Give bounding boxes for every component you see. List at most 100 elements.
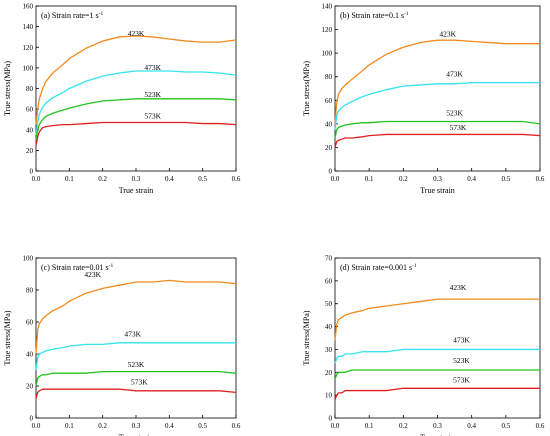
- x-tick-label: 0.3: [132, 175, 141, 183]
- x-tick-label: 0.2: [399, 422, 408, 430]
- y-tick-label: 80: [26, 287, 34, 295]
- chart-panel-2: 0.0 0.1 0.2 0.3 0.4 0.5 0.6 0 20 40 60 80 100 True st…: [3, 255, 241, 436]
- y-tick-label: 120: [322, 26, 333, 34]
- x-axis-label: True strain: [119, 433, 154, 436]
- series-label-523K: 523K: [128, 360, 145, 369]
- series-line-473K: [334, 348, 540, 364]
- series-label-473K: 473K: [453, 336, 470, 345]
- chart-title: (a) Strain rate=1 s-1: [41, 11, 103, 20]
- series-line-573K: [35, 388, 237, 399]
- x-tick-label: 0.6: [232, 175, 241, 183]
- y-tick-label: 60: [26, 319, 34, 327]
- series-label-423K: 423K: [84, 270, 101, 279]
- x-tick-label: 0.6: [536, 422, 545, 430]
- plot-frame: [334, 257, 541, 419]
- series-line-573K: [35, 121, 237, 146]
- series-line-523K: [35, 370, 237, 387]
- x-tick-label: 0.0: [32, 422, 41, 430]
- series-label-573K: 573K: [131, 377, 148, 386]
- x-tick-label: 0.6: [536, 175, 545, 183]
- y-tick-label: 60: [325, 97, 333, 105]
- x-tick-label: 0.5: [501, 422, 510, 430]
- y-tick-label: 160: [23, 3, 34, 11]
- x-axis-label: True strain: [420, 186, 455, 195]
- y-tick-label: 120: [23, 44, 34, 52]
- x-tick-label: 0.5: [198, 422, 207, 430]
- series-label-573K: 573K: [450, 123, 467, 132]
- y-tick-label: 40: [325, 323, 333, 331]
- y-tick-label: 0: [329, 415, 333, 423]
- x-tick-label: 0.1: [365, 422, 374, 430]
- y-tick-label: 0: [329, 168, 333, 176]
- chart-title: (c) Strain rate=0.01 s-1: [41, 263, 113, 272]
- series-label-473K: 473K: [446, 70, 463, 79]
- y-tick-label: 30: [325, 346, 333, 354]
- y-tick-label: 40: [26, 126, 34, 134]
- x-tick-label: 0.2: [98, 422, 107, 430]
- x-tick-label: 0.3: [132, 422, 141, 430]
- y-axis-label: True stress(MPa): [302, 61, 311, 116]
- y-axis-label: True stress(MPa): [3, 310, 12, 365]
- y-tick-label: 100: [23, 64, 34, 72]
- y-tick-label: 20: [26, 147, 34, 155]
- series-line-423K: [35, 279, 237, 355]
- series-label-573K: 573K: [144, 111, 161, 120]
- x-tick-label: 0.4: [467, 175, 476, 183]
- chart-title: (b) Strain rate=0.1 s-1: [340, 11, 409, 20]
- chart-panel-1: 0.0 0.1 0.2 0.3 0.4 0.5 0.6 0 20 40 60 80 100 120 140 T…: [302, 3, 545, 196]
- y-tick-label: 40: [26, 351, 34, 359]
- x-tick-label: 0.4: [165, 175, 174, 183]
- x-tick-label: 0.5: [501, 175, 510, 183]
- series-label-423K: 423K: [439, 30, 456, 39]
- x-tick-label: 0.1: [65, 175, 74, 183]
- x-tick-label: 0.0: [331, 175, 340, 183]
- series-label-423K: 423K: [450, 283, 467, 292]
- y-tick-label: 140: [322, 3, 333, 11]
- y-tick-label: 10: [325, 392, 333, 400]
- y-tick-label: 60: [325, 277, 333, 285]
- y-tick-label: 0: [30, 168, 34, 176]
- x-tick-label: 0.5: [198, 175, 207, 183]
- y-tick-label: 100: [322, 50, 333, 58]
- series-line-423K: [334, 39, 540, 124]
- chart-panel-3: 0.0 0.1 0.2 0.3 0.4 0.5 0.6 0 10 20 30 40 50 60 70 True…: [302, 255, 545, 436]
- x-tick-label: 0.1: [365, 175, 374, 183]
- series-line-523K: [35, 98, 237, 141]
- series-line-423K: [35, 35, 237, 125]
- series-line-473K: [334, 81, 540, 130]
- series-line-473K: [35, 70, 237, 135]
- y-axis-label: True stress(MPa): [3, 61, 12, 116]
- y-tick-label: 80: [26, 85, 34, 93]
- series-label-523K: 523K: [446, 109, 463, 118]
- series-label-473K: 473K: [144, 63, 161, 72]
- x-tick-label: 0.3: [433, 422, 442, 430]
- x-tick-label: 0.1: [65, 422, 74, 430]
- x-tick-label: 0.2: [98, 175, 107, 183]
- series-line-573K: [334, 133, 541, 148]
- series-label-523K: 523K: [453, 356, 470, 365]
- series-label-573K: 573K: [453, 376, 470, 385]
- y-axis-label: True stress(MPa): [302, 310, 311, 365]
- series-label-523K: 523K: [144, 90, 161, 99]
- x-tick-label: 0.6: [232, 422, 241, 430]
- series-label-473K: 473K: [124, 329, 141, 338]
- y-tick-label: 60: [26, 106, 34, 114]
- y-tick-label: 140: [23, 23, 34, 31]
- y-tick-label: 50: [325, 300, 333, 308]
- x-tick-label: 0.4: [165, 422, 174, 430]
- x-axis-label: True strain: [420, 433, 455, 436]
- x-axis-label: True strain: [119, 186, 154, 195]
- series-line-423K: [334, 298, 540, 341]
- chart-title: (d) Strain rate=0.001 s-1: [340, 263, 417, 272]
- y-tick-label: 70: [325, 255, 333, 263]
- x-tick-label: 0.0: [32, 175, 41, 183]
- series-line-573K: [334, 387, 540, 400]
- y-tick-label: 100: [23, 255, 34, 263]
- y-tick-label: 20: [325, 144, 333, 152]
- x-tick-label: 0.3: [433, 175, 442, 183]
- series-line-523K: [334, 120, 541, 139]
- chart-panel-0: 0.0 0.1 0.2 0.3 0.4 0.5 0.6 0 20 40 60 80 100 120 140 1…: [3, 3, 241, 196]
- x-tick-label: 0.0: [331, 422, 340, 430]
- y-tick-label: 20: [26, 383, 34, 391]
